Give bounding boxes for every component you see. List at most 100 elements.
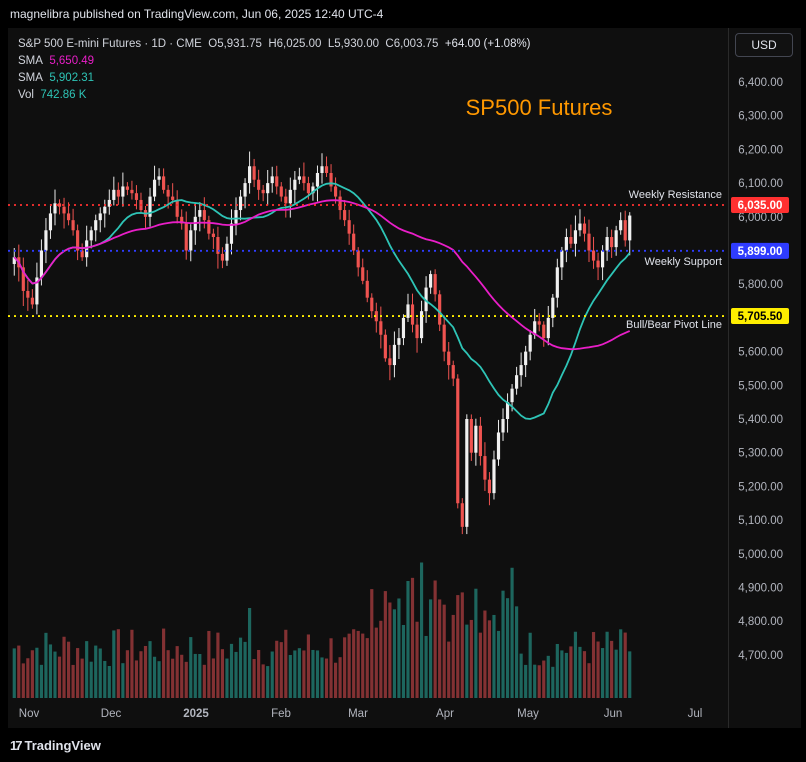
candle-body (202, 210, 206, 221)
chart-panel[interactable] (8, 28, 728, 728)
candle-body (429, 274, 433, 288)
candle (98, 207, 102, 233)
candle-body (112, 189, 116, 200)
volume-bar (433, 580, 437, 698)
candle (148, 187, 152, 227)
candle-body (162, 176, 166, 190)
volume-bar (143, 645, 148, 698)
candle (392, 331, 396, 378)
candle-body (175, 199, 179, 217)
volume-bar (152, 656, 157, 698)
legend-sma-fast-row[interactable]: SMA 5,902.31 (18, 70, 531, 87)
candle-body (320, 166, 324, 173)
footer (0, 730, 806, 762)
candle (157, 168, 161, 186)
level-price-text: 5,705.50 (738, 311, 783, 323)
volume-bar (352, 629, 356, 698)
volume-bar (388, 602, 392, 698)
candle (374, 302, 378, 333)
volume-bar (243, 641, 247, 698)
volume-bar (537, 665, 541, 698)
candle-body (343, 210, 347, 221)
volume-bar (257, 649, 261, 698)
candle (234, 197, 238, 236)
candle (216, 226, 220, 269)
candle (85, 225, 89, 267)
candle (542, 321, 546, 347)
candle (587, 219, 591, 263)
candle (605, 226, 609, 261)
volume-bar (207, 630, 211, 698)
candle (53, 189, 57, 226)
price-axis-panel[interactable] (728, 28, 801, 728)
candle-body (216, 237, 220, 254)
vol-label: Vol (18, 89, 34, 101)
candle (591, 236, 596, 269)
sma-slow-line (13, 199, 631, 351)
candle-body (80, 250, 84, 258)
candle-body (560, 250, 564, 268)
volume-bar (39, 664, 43, 698)
level-0: Weekly Resistance 6,035.00 (8, 189, 789, 214)
publish-bar: magnelibra published on TradingView.com,… (0, 0, 806, 28)
volume-bar (379, 620, 383, 698)
tradingview-logo[interactable]: 17 TradingView (10, 738, 101, 753)
volume-bar (347, 633, 351, 698)
candle (293, 171, 297, 204)
volume-bar (401, 624, 406, 698)
volume-bar (62, 636, 66, 698)
volume-bar (297, 648, 301, 698)
candle (302, 162, 306, 191)
candle (94, 214, 98, 242)
candle-body (460, 503, 464, 527)
volume-bar (419, 562, 424, 698)
volume-bar (202, 664, 206, 698)
volume-bar (460, 592, 464, 698)
volume-bar (374, 627, 378, 698)
candle (35, 262, 39, 315)
candle-body (614, 230, 618, 248)
volume-bar (98, 648, 102, 698)
candle (419, 300, 424, 344)
candle-body (257, 179, 261, 190)
candle (447, 342, 451, 380)
level-price-tag (731, 242, 789, 259)
volume-bar (162, 628, 166, 698)
volume-bar (601, 648, 605, 698)
legend-sma-slow-row[interactable]: SMA 5,650.49 (18, 53, 531, 70)
volume-bars (12, 562, 632, 698)
candle (121, 172, 125, 207)
volume-bar (324, 658, 329, 698)
volume-bar (623, 632, 627, 698)
candle-body (564, 237, 568, 251)
volume-bar (229, 643, 234, 698)
candle (361, 258, 365, 285)
candle (202, 197, 206, 229)
legend-vol-row[interactable]: Vol 742.86 K (18, 87, 531, 104)
candle-body (30, 297, 34, 305)
candle (551, 293, 555, 328)
candle (456, 374, 460, 509)
volume-bar (284, 629, 288, 698)
volume-bar (356, 630, 360, 698)
currency-button[interactable]: USD (735, 33, 793, 57)
candle-body (424, 287, 428, 312)
x-tick-label: Dec (101, 708, 122, 720)
candle-body (284, 196, 288, 204)
candle-body (211, 233, 215, 238)
volume-bar (496, 630, 501, 698)
chart-title: SP500 Futures (466, 95, 613, 120)
candle-body (57, 203, 62, 207)
candle-body (438, 294, 442, 325)
publish-info: magnelibra published on TradingView.com,… (10, 7, 384, 21)
candle-body (533, 321, 537, 335)
x-tick-label: May (517, 708, 539, 720)
candle-body (569, 237, 573, 244)
symbol-name[interactable]: S&P 500 E-mini Futures · 1D · CME (18, 38, 202, 50)
candle-body (103, 206, 107, 214)
candle-body (587, 233, 591, 251)
high-label: H (268, 38, 277, 50)
candle-body (189, 230, 193, 251)
candle-body (519, 365, 523, 376)
